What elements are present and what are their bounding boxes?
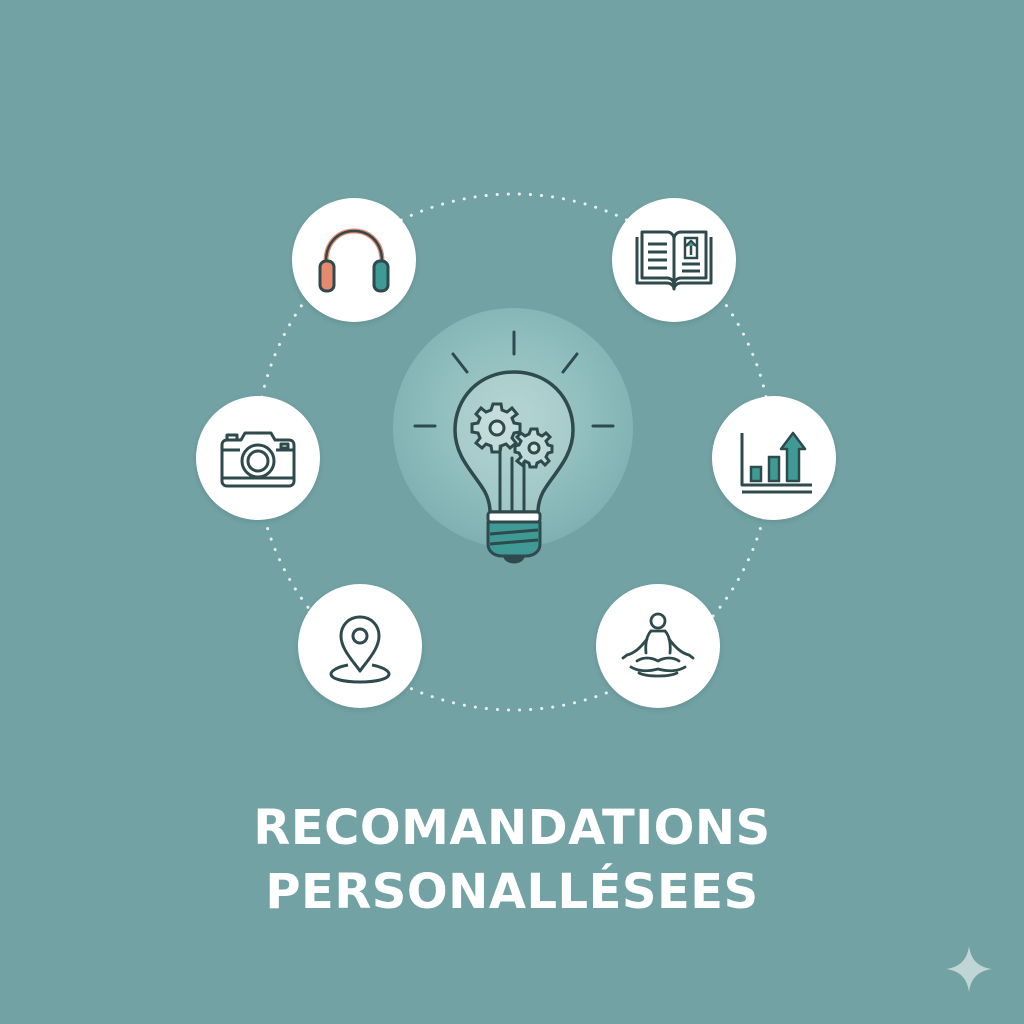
meditation-icon bbox=[621, 612, 695, 678]
node-growth-chart bbox=[712, 396, 836, 520]
node-camera bbox=[196, 396, 320, 520]
location-pin-icon bbox=[329, 615, 391, 684]
page-title: RECOMANDATIONS PERSONALLÉSEES bbox=[0, 796, 1024, 924]
growth-chart-icon bbox=[740, 431, 812, 494]
headphones-icon bbox=[318, 228, 390, 293]
sparkle-icon bbox=[946, 946, 992, 992]
lightbulb-gears-icon bbox=[413, 330, 615, 564]
node-meditation bbox=[596, 584, 720, 708]
title-line-2: PERSONALLÉSEES bbox=[265, 864, 759, 920]
node-location bbox=[298, 584, 422, 708]
open-book-icon bbox=[635, 230, 713, 291]
node-book bbox=[612, 198, 736, 322]
title-line-1: RECOMANDATIONS bbox=[253, 800, 771, 856]
camera-icon bbox=[220, 431, 296, 488]
node-headphones bbox=[292, 198, 416, 322]
